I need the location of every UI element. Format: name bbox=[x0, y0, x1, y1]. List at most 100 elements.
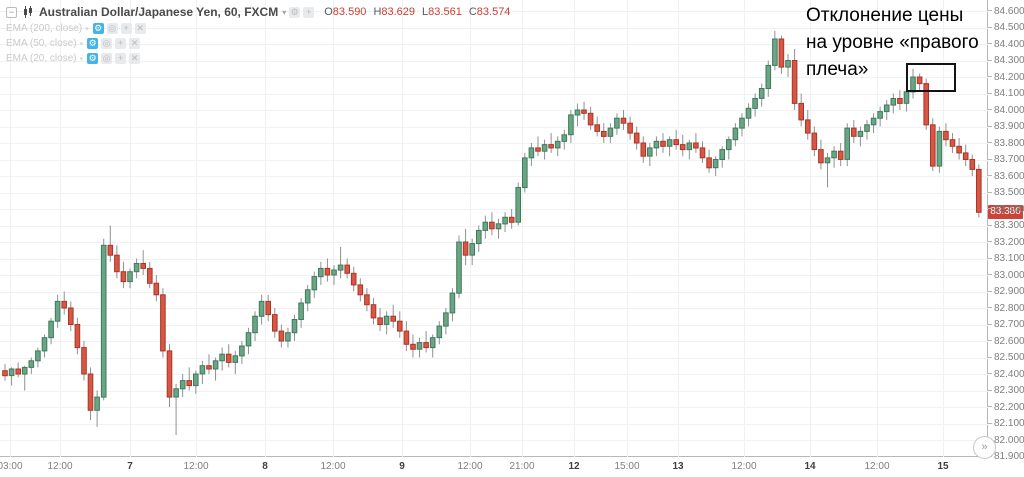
candle bbox=[587, 106, 594, 130]
candle bbox=[962, 144, 969, 167]
time-axis[interactable]: 03:00 12:00 7 12:00 8 12:00 9 12:00 21:00 12 15:00… bbox=[0, 457, 988, 477]
candle bbox=[8, 367, 15, 386]
plus-icon[interactable]: + bbox=[120, 23, 132, 34]
candle bbox=[673, 129, 680, 150]
candle bbox=[554, 136, 561, 157]
candle bbox=[627, 116, 633, 140]
close-icon[interactable]: ✕ bbox=[129, 53, 141, 64]
close-icon[interactable]: ✕ bbox=[129, 38, 141, 49]
price-tick-label: 83.500 bbox=[988, 187, 1024, 198]
candle bbox=[515, 182, 522, 226]
candle bbox=[765, 60, 772, 97]
candle bbox=[508, 209, 515, 229]
candle bbox=[956, 138, 962, 160]
candle bbox=[818, 139, 824, 170]
candle bbox=[100, 238, 107, 401]
circle-icon[interactable]: ◎ bbox=[101, 53, 113, 64]
candle bbox=[739, 113, 745, 137]
candle bbox=[831, 146, 837, 168]
close-value: 83.574 bbox=[476, 6, 511, 18]
candle bbox=[291, 314, 298, 341]
candle bbox=[857, 126, 864, 147]
symbol-title-row: − Australian Dollar/Japanese Yen, 60, FX… bbox=[6, 4, 517, 20]
candle bbox=[212, 357, 219, 381]
candle bbox=[357, 278, 364, 302]
candle bbox=[350, 266, 357, 292]
circle-icon[interactable]: ◎ bbox=[106, 23, 118, 34]
candle bbox=[173, 383, 179, 435]
chevron-down-icon[interactable]: ▾ bbox=[282, 7, 287, 17]
candle bbox=[252, 311, 258, 341]
price-axis[interactable]: 83.380 84.600 84.500 84.400 84.300 84.200 84.… bbox=[988, 0, 1024, 462]
open-value: 83.590 bbox=[332, 6, 367, 18]
chart-plot-area[interactable] bbox=[0, 0, 988, 457]
candle bbox=[272, 308, 278, 338]
annotation-text[interactable]: Отклонение цены на уровне «правого плеча… bbox=[806, 2, 979, 83]
candlestick-chart-icon bbox=[22, 6, 34, 18]
candle bbox=[199, 360, 206, 384]
annotation-line: на уровне «правого bbox=[806, 32, 979, 53]
price-tick-label: 84.000 bbox=[988, 105, 1024, 116]
candle bbox=[785, 53, 791, 77]
candle bbox=[791, 48, 798, 110]
candle bbox=[120, 261, 127, 289]
candle bbox=[364, 288, 370, 312]
candle bbox=[54, 294, 61, 328]
candle bbox=[127, 268, 133, 289]
gear-icon[interactable]: ⚙ bbox=[289, 6, 301, 18]
gear-icon[interactable]: ⚙ bbox=[87, 38, 99, 49]
price-tick-label: 83.000 bbox=[988, 270, 1024, 281]
candle bbox=[726, 136, 732, 160]
candle bbox=[462, 228, 469, 266]
circle-icon[interactable]: ◎ bbox=[101, 38, 113, 49]
indicator-label: EMA (50, close) bbox=[6, 38, 77, 49]
symbol-title[interactable]: Australian Dollar/Japanese Yen, 60, FXCM bbox=[39, 5, 279, 19]
candle bbox=[502, 212, 508, 233]
candle bbox=[245, 327, 252, 355]
candle bbox=[278, 324, 285, 348]
last-price-label: 83.380 bbox=[988, 205, 1023, 220]
time-axis-label: 12 bbox=[568, 461, 580, 472]
candle bbox=[943, 123, 949, 147]
candle bbox=[660, 133, 666, 153]
candle bbox=[719, 146, 726, 168]
close-icon[interactable]: ✕ bbox=[134, 23, 146, 34]
chevron-down-icon[interactable]: ▾ bbox=[85, 25, 89, 33]
candle bbox=[633, 126, 640, 150]
candle bbox=[436, 321, 443, 345]
candle bbox=[153, 275, 160, 302]
gear-icon[interactable]: ⚙ bbox=[92, 23, 104, 34]
time-axis-label: 12:00 bbox=[183, 461, 209, 472]
indicator-legend: EMA (200, close) ▾ ⚙ ◎ + ✕ EMA (50, close) ▾ ⚙ ◎ +… bbox=[6, 22, 517, 65]
price-tick-label: 84.300 bbox=[988, 55, 1024, 66]
candle bbox=[666, 136, 673, 157]
chevron-down-icon[interactable]: ▾ bbox=[79, 55, 84, 63]
candle bbox=[114, 245, 120, 279]
chevron-down-icon[interactable]: ▾ bbox=[79, 40, 84, 48]
price-tick-label: 82.800 bbox=[988, 303, 1024, 314]
candle bbox=[890, 93, 897, 114]
annotation-line: плеча» bbox=[806, 59, 869, 80]
candle bbox=[337, 246, 344, 279]
price-tick-label: 82.700 bbox=[988, 319, 1024, 330]
candle bbox=[772, 30, 778, 71]
candle bbox=[410, 334, 416, 358]
plus-icon[interactable]: + bbox=[115, 38, 127, 49]
gear-icon[interactable]: ⚙ bbox=[87, 53, 99, 64]
highlight-rectangle[interactable] bbox=[906, 63, 956, 92]
price-tick-label: 83.600 bbox=[988, 171, 1024, 182]
candle bbox=[752, 93, 758, 117]
price-tick-label: 83.200 bbox=[988, 237, 1024, 248]
plus-icon[interactable]: + bbox=[115, 53, 127, 64]
candle bbox=[969, 154, 976, 176]
high-value: 83.629 bbox=[381, 6, 416, 18]
candle bbox=[443, 308, 449, 335]
scroll-to-realtime-button[interactable]: » bbox=[973, 436, 996, 459]
candle bbox=[607, 123, 614, 143]
compare-icon[interactable]: + bbox=[303, 6, 315, 18]
time-axis-label: 12:00 bbox=[731, 461, 757, 472]
candle bbox=[370, 298, 377, 325]
price-tick-label: 84.400 bbox=[988, 39, 1024, 50]
collapse-legend-icon[interactable]: − bbox=[6, 6, 17, 18]
